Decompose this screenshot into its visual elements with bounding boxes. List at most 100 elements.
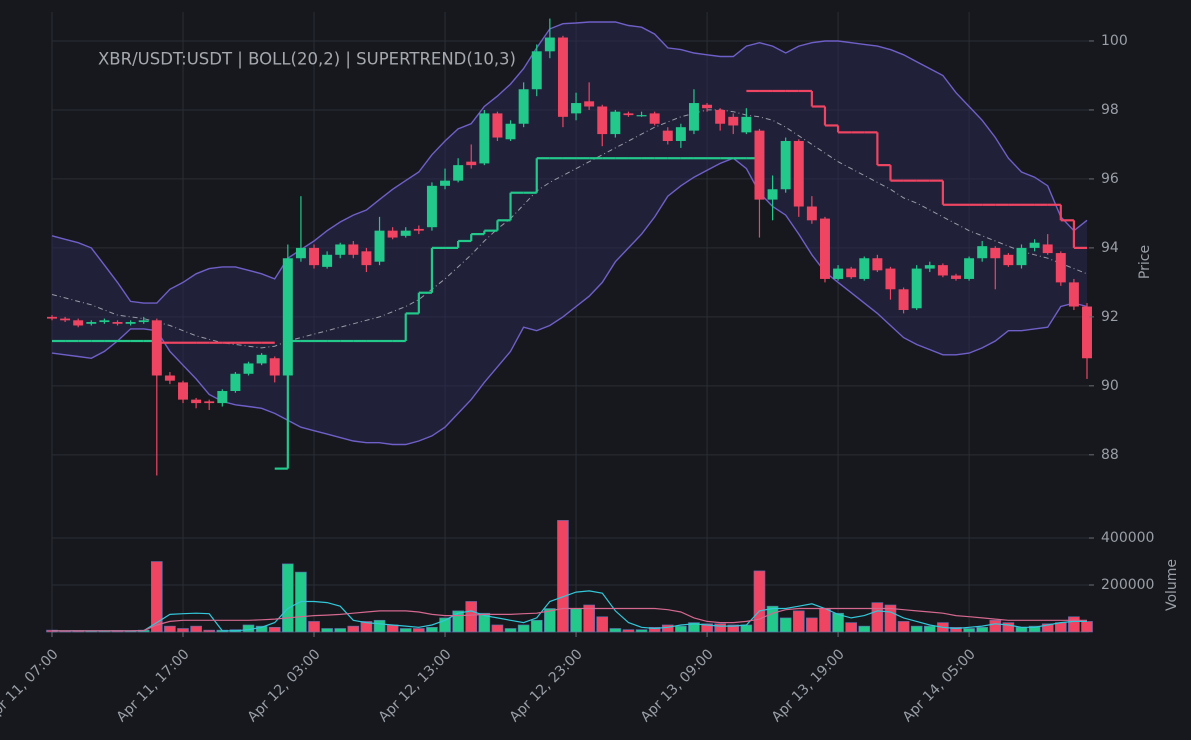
volume-bar: [426, 627, 438, 633]
candle-body: [492, 113, 503, 138]
volume-bar: [164, 625, 176, 633]
candle-body: [557, 37, 568, 117]
volume-axis-label: Volume: [1164, 559, 1180, 611]
volume-bar: [1068, 616, 1080, 633]
y-tick-label: 88: [1101, 447, 1119, 463]
supertrend: [52, 89, 1087, 470]
volume-bar: [347, 625, 360, 633]
candle-body: [400, 230, 411, 236]
volume-bar: [491, 624, 504, 633]
candle-body: [597, 106, 608, 135]
candle-body: [164, 375, 175, 381]
candle-body: [819, 218, 830, 279]
candle-body: [518, 89, 529, 124]
volume-bar: [753, 570, 766, 633]
candle-body: [60, 318, 71, 321]
candle-body: [584, 101, 595, 107]
volume-bar: [871, 602, 884, 633]
volume-bar: [452, 610, 464, 633]
volume-bar: [151, 561, 163, 633]
candle-body: [898, 289, 909, 310]
volume-bar: [544, 608, 556, 633]
y-tick-label: 92: [1101, 309, 1119, 325]
candle-body: [295, 247, 306, 259]
candle-body: [806, 206, 817, 221]
y-tick-label: 100: [1101, 33, 1128, 49]
volume-bar: [819, 608, 831, 633]
volume-bar: [648, 627, 661, 633]
candle-body: [741, 116, 752, 133]
candle-body: [138, 320, 149, 323]
candle-body: [47, 316, 57, 319]
volume-bar: [910, 625, 923, 633]
y-tick-label: 96: [1101, 171, 1119, 187]
volume-bar: [1002, 622, 1015, 633]
candle-body: [636, 115, 647, 117]
volume-bar: [203, 629, 216, 633]
volume-bar: [714, 623, 726, 633]
volume-bar: [963, 628, 975, 633]
candle-body: [544, 37, 555, 52]
candle-body: [610, 111, 621, 135]
candle-body: [571, 103, 582, 114]
volume-bar: [727, 624, 740, 633]
volume-bar: [413, 628, 425, 633]
volume-bar: [334, 628, 347, 633]
volume-bar: [779, 617, 792, 633]
volume-bar: [282, 563, 294, 633]
candle-body: [990, 247, 1001, 259]
volume-tick-label: 400000: [1101, 530, 1154, 546]
volume-bar: [740, 624, 753, 633]
volume-bar: [583, 604, 595, 633]
y-tick-label: 94: [1101, 240, 1119, 256]
volume-bar: [177, 628, 189, 633]
volume-ma: [52, 607, 1087, 632]
volume-bar: [635, 629, 648, 633]
candle-body: [505, 123, 516, 140]
volume-bar: [517, 624, 530, 633]
volume-bar: [766, 605, 779, 633]
band-fill: [52, 22, 1087, 445]
candle-body: [793, 140, 804, 207]
volume-bar: [806, 617, 818, 633]
y-tick-label: 90: [1101, 378, 1119, 394]
candle-body: [374, 230, 385, 262]
candle-body: [73, 320, 84, 326]
candle-body: [649, 113, 660, 124]
volume-ma: [52, 590, 1087, 632]
candle-body: [426, 185, 437, 228]
candle-body: [86, 322, 97, 324]
candle-body: [282, 258, 293, 376]
candle-body: [125, 322, 136, 324]
candle-body: [191, 399, 202, 404]
candle-body: [728, 116, 739, 126]
volume-bar: [845, 622, 857, 633]
candle-body: [335, 244, 346, 255]
volume-bar: [386, 624, 399, 633]
volume-bar: [1015, 627, 1028, 633]
candle-body: [151, 320, 162, 376]
volume-bar: [557, 520, 569, 633]
y-axis-label: Price: [1137, 245, 1153, 279]
y-tick-label: 98: [1101, 102, 1119, 118]
candle-body: [911, 268, 922, 309]
candle-body: [846, 268, 857, 278]
candle-body: [269, 358, 280, 376]
candle-body: [872, 258, 883, 271]
volume-bar: [897, 621, 910, 633]
volume-bar: [792, 610, 805, 633]
volume-bar: [308, 621, 320, 633]
candle-body: [387, 230, 398, 238]
volume-bar: [688, 622, 700, 633]
candle-body: [322, 254, 333, 267]
candle-body: [767, 189, 778, 200]
candle-body: [662, 130, 673, 141]
candle-body: [924, 265, 935, 269]
candle-body: [1082, 306, 1092, 359]
candle-body: [964, 258, 975, 279]
candle-body: [204, 401, 215, 404]
candle-body: [361, 251, 372, 266]
volume-bar: [360, 621, 373, 633]
candle-body: [178, 382, 188, 400]
